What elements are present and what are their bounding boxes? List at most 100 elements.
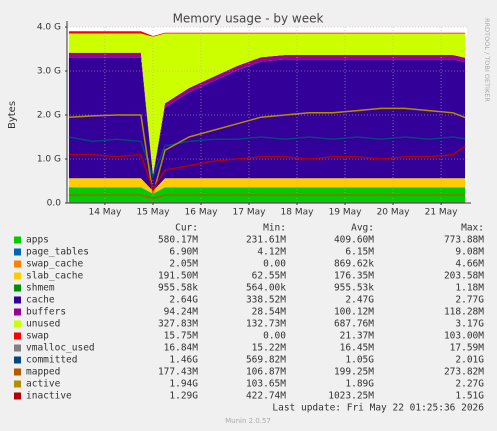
- legend-stat: 203.58M: [444, 271, 484, 282]
- legend-stat: 338.52M: [246, 295, 286, 306]
- legend-label: apps: [26, 235, 49, 246]
- x-tick-label: 19 May: [329, 208, 363, 218]
- series-line: [68, 194, 466, 199]
- legend-swatch: [14, 320, 21, 328]
- legend-stat: 4.66M: [455, 259, 484, 270]
- x-tick-label: 16 May: [185, 208, 219, 218]
- x-tick-label: 17 May: [233, 208, 267, 218]
- legend-stat: 191.50M: [158, 271, 198, 282]
- legend-stat: 2.27G: [455, 379, 484, 390]
- legend-stat: 327.83M: [158, 319, 198, 330]
- x-tick-label: 15 May: [136, 208, 170, 218]
- legend-stat: 16.84M: [164, 343, 199, 354]
- legend-swatch: [14, 236, 21, 244]
- legend-label: slab_cache: [26, 271, 83, 282]
- series-line: [68, 136, 466, 179]
- legend-swatch: [14, 332, 21, 340]
- legend-label: unused: [26, 319, 60, 330]
- legend-header: Min:: [263, 223, 286, 234]
- legend-stat: 0.00: [263, 331, 286, 342]
- legend-swatch: [14, 248, 21, 256]
- legend-stat: 6.90M: [169, 247, 198, 258]
- legend-stat: 422.74M: [246, 391, 286, 402]
- legend-stat: 1.29G: [169, 391, 198, 402]
- y-axis-label: Bytes: [7, 101, 18, 129]
- footer: Munin 2.0.57: [225, 417, 271, 425]
- legend-stat: 1.51G: [455, 391, 484, 402]
- legend-stat: 869.62k: [334, 259, 374, 270]
- legend-header: Avg:: [351, 223, 374, 234]
- stacked-area: [68, 178, 466, 194]
- chart-title: Memory usage - by week: [173, 12, 324, 26]
- legend-stat: 15.75M: [164, 331, 199, 342]
- legend-stat: 16.45M: [340, 343, 375, 354]
- y-tick-label: 3.0 G: [37, 67, 61, 77]
- legend-stat: 103.65M: [246, 379, 286, 390]
- legend-swatch: [14, 368, 21, 376]
- legend-stat: 62.55M: [252, 271, 287, 282]
- legend-label: page_tables: [26, 247, 89, 258]
- legend-stat: 569.82M: [246, 355, 286, 366]
- legend-stat: 1.89G: [345, 379, 374, 390]
- legend-stat: 231.61M: [246, 235, 286, 246]
- legend-stat: 955.53k: [334, 283, 374, 294]
- legend-header: Max:: [461, 223, 484, 234]
- x-tick-label: 21 May: [425, 208, 459, 218]
- legend-label: swap_cache: [26, 259, 83, 270]
- legend-stat: 273.82M: [444, 367, 484, 378]
- legend-label: buffers: [26, 307, 66, 318]
- legend-stat: 9.08M: [455, 247, 484, 258]
- legend-stat: 2.47G: [345, 295, 374, 306]
- series-line: [68, 145, 466, 192]
- legend-stat: 21.37M: [340, 331, 375, 342]
- legend-stat: 199.25M: [334, 367, 374, 378]
- legend-label: mapped: [26, 367, 60, 378]
- y-tick-label: 0.0: [47, 199, 62, 209]
- x-tick-label: 20 May: [377, 208, 411, 218]
- stacked-area: [68, 31, 466, 37]
- legend-stat: 580.17M: [158, 235, 198, 246]
- legend-label: swap: [26, 331, 49, 342]
- legend-stat: 1.46G: [169, 355, 198, 366]
- legend-stat: 687.76M: [334, 319, 374, 330]
- legend-label: shmem: [26, 283, 55, 294]
- legend-stat: 100.12M: [334, 307, 374, 318]
- legend-stat: 2.05M: [169, 259, 198, 270]
- legend-stat: 4.12M: [257, 247, 286, 258]
- legend-stat: 6.15M: [345, 247, 374, 258]
- watermark: RRDTOOL / TOBI OETIKER: [483, 18, 491, 102]
- legend-stat: 15.22M: [252, 343, 287, 354]
- legend-swatch: [14, 380, 21, 388]
- legend-swatch: [14, 296, 21, 304]
- legend-stat: 564.00k: [246, 283, 286, 294]
- legend-stat: 773.88M: [444, 235, 484, 246]
- legend-swatch: [14, 260, 21, 268]
- x-tick-label: 18 May: [281, 208, 315, 218]
- stacked-area: [68, 57, 466, 192]
- legend-swatch: [14, 284, 21, 292]
- legend-swatch: [14, 392, 21, 400]
- legend-stat: 955.58k: [158, 283, 198, 294]
- legend-swatch: [14, 344, 21, 352]
- legend-stat: 132.73M: [246, 319, 286, 330]
- legend-label: inactive: [26, 391, 72, 402]
- legend-stat: 1.18M: [455, 283, 484, 294]
- legend-stat: 1023.25M: [328, 391, 374, 402]
- y-tick-label: 1.0 G: [37, 155, 61, 165]
- legend-header: Cur:: [175, 223, 198, 234]
- legend-stat: 118.28M: [444, 307, 484, 318]
- series-line: [68, 107, 466, 195]
- legend-stat: 103.00M: [444, 331, 484, 342]
- y-tick-label: 4.0 G: [37, 23, 61, 33]
- legend-stat: 3.17G: [455, 319, 484, 330]
- y-tick-label: 2.0 G: [37, 111, 61, 121]
- legend-stat: 2.77G: [455, 295, 484, 306]
- legend-swatch: [14, 356, 21, 364]
- last-update: Last update: Fri May 22 01:25:36 2026: [272, 403, 484, 414]
- legend-stat: 0.00: [263, 259, 286, 270]
- legend-stat: 28.54M: [252, 307, 287, 318]
- legend-stat: 2.64G: [169, 295, 198, 306]
- stacked-area: [68, 33, 466, 175]
- legend-label: cache: [26, 295, 55, 306]
